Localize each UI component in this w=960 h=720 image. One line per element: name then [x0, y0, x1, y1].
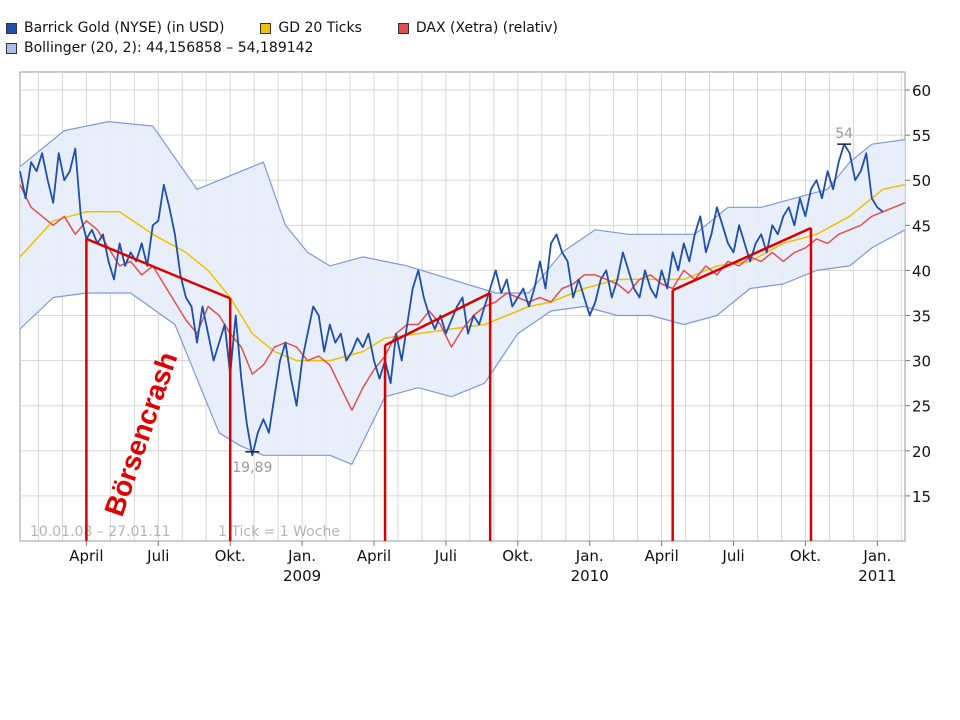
tick-note: 1 Tick = 1 Woche [218, 524, 340, 540]
legend-swatch-bollinger [6, 42, 17, 54]
y-tick-label: 60 [912, 82, 931, 100]
min-value-label: 19,89 [232, 460, 272, 476]
x-tick-label: Okt. [790, 547, 821, 565]
legend-label-bollinger: Bollinger (20, 2): 44,156858 – 54,189142 [24, 40, 314, 56]
legend-item-gd20: GD 20 Ticks [260, 20, 362, 36]
x-tick-label: April [644, 547, 678, 565]
x-tick-label: April [357, 547, 391, 565]
legend-label-gd20: GD 20 Ticks [278, 20, 362, 36]
x-tick-label: Jan. [575, 547, 604, 565]
y-tick-label: 50 [912, 172, 931, 190]
legend-label-dax: DAX (Xetra) (relativ) [415, 20, 558, 36]
y-tick-label: 35 [912, 308, 931, 326]
x-tick-label: Juli [434, 547, 457, 565]
series-line-dax-xetra-relativ [19, 184, 906, 411]
legend-swatch-barrick [6, 22, 17, 34]
legend-item-barrick: Barrick Gold (NYSE) (in USD) [6, 20, 224, 36]
trend-line-2 [384, 291, 491, 347]
x-year-label: 2011 [858, 567, 896, 585]
x-year-label: 2009 [283, 567, 321, 585]
y-tick-label: 45 [912, 217, 931, 235]
range-note: 10.01.08 – 27.01.11 [30, 524, 171, 540]
trend-line-3 [672, 226, 812, 292]
legend: Barrick Gold (NYSE) (in USD) GD 20 Ticks… [6, 18, 594, 58]
legend-item-dax: DAX (Xetra) (relativ) [397, 20, 558, 36]
series-line-barrick-gold-nyse-in-usd [19, 143, 884, 457]
x-year-label: 2010 [571, 567, 609, 585]
x-tick-label: Jan. [862, 547, 891, 565]
x-tick-label: Juli [146, 547, 169, 565]
x-tick-label: Juli [721, 547, 744, 565]
y-tick-label: 55 [912, 127, 931, 145]
y-tick-label: 40 [912, 262, 931, 280]
x-tick-label: Okt. [215, 547, 246, 565]
y-tick-label: 30 [912, 353, 931, 371]
legend-label-barrick: Barrick Gold (NYSE) (in USD) [24, 20, 225, 36]
x-tick-label: Jan. [287, 547, 316, 565]
legend-item-bollinger: Bollinger (20, 2): 44,156858 – 54,189142 [6, 40, 313, 56]
legend-row-2: Bollinger (20, 2): 44,156858 – 54,189142 [6, 38, 594, 58]
x-tick-label: April [69, 547, 103, 565]
series-line-bollinger-lower [19, 229, 906, 465]
max-value-label: 54 [835, 126, 853, 142]
legend-swatch-gd20 [260, 22, 272, 34]
y-tick-label: 20 [912, 443, 931, 461]
series-line-bollinger-upper [19, 121, 906, 294]
legend-row-1: Barrick Gold (NYSE) (in USD) GD 20 Ticks… [6, 18, 594, 38]
y-tick-label: 25 [912, 398, 931, 416]
legend-swatch-dax [397, 22, 409, 34]
x-tick-label: Okt. [502, 547, 533, 565]
trend-line-1 [85, 237, 231, 300]
y-tick-label: 15 [912, 488, 931, 506]
